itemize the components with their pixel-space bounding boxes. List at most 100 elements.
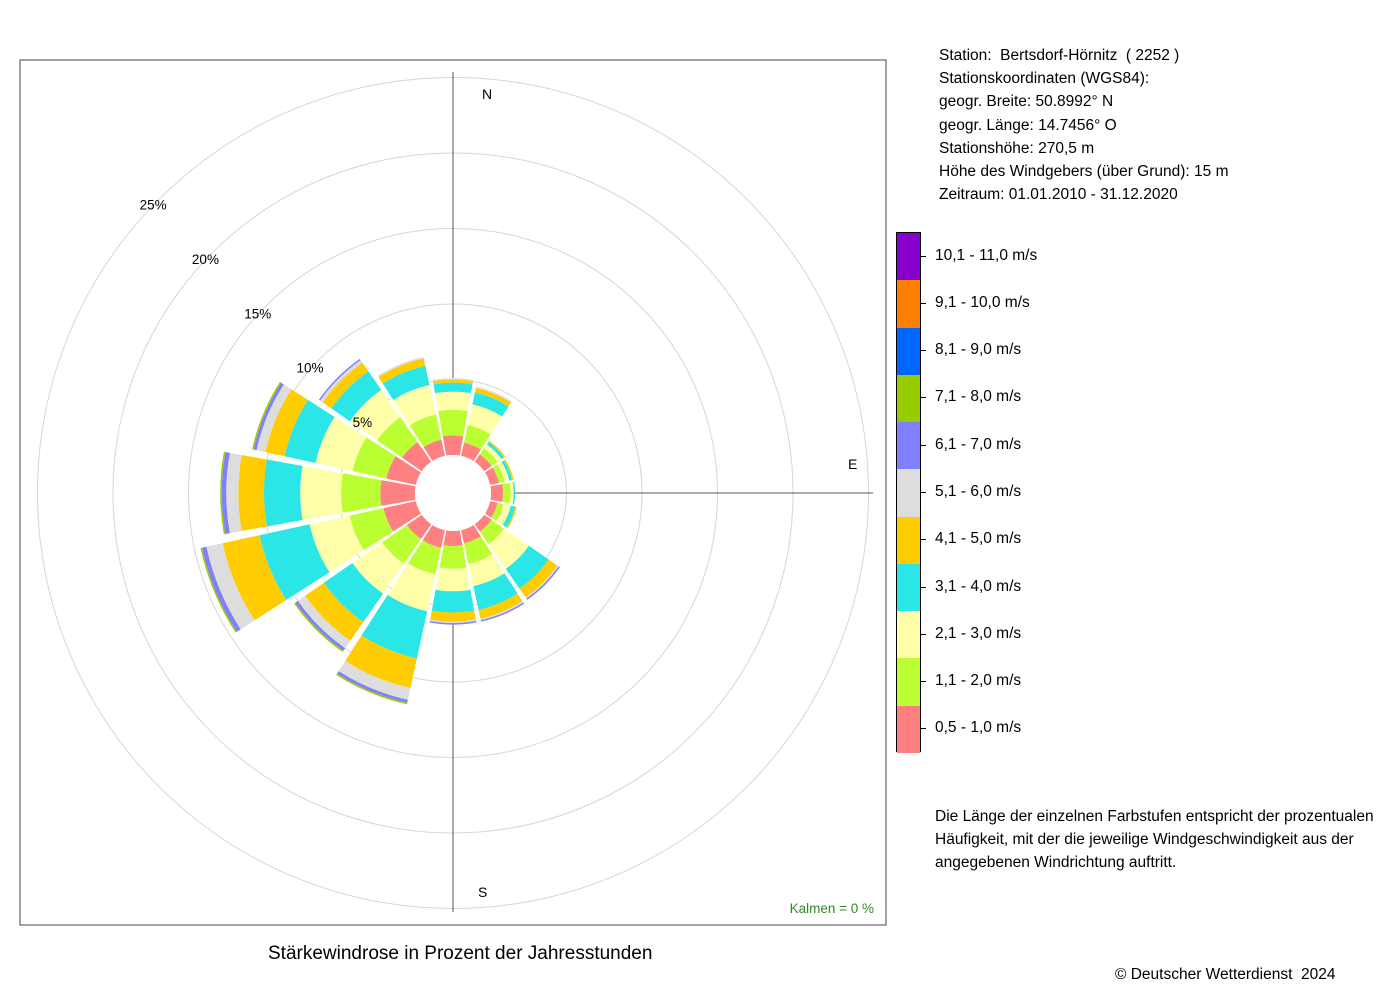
sector-w-class-8 [220, 451, 226, 535]
sector-ene-class-1 [484, 467, 499, 485]
speed-legend-colorbar [896, 232, 921, 753]
legend-swatch-11 [897, 233, 920, 281]
sector-e-class-1 [490, 484, 504, 502]
legend-swatch-2 [897, 658, 920, 706]
calm-label: Kalmen = 0 % [790, 901, 874, 916]
sector-e-class-2 [502, 482, 511, 504]
ring-label-10: 10% [297, 361, 324, 376]
station-info: Station: Bertsdorf-Hörnitz ( 2252 ) Stat… [939, 44, 1228, 206]
sector-s-class-2 [439, 545, 467, 569]
sector-ssw-class-2 [408, 540, 442, 575]
sector-nne-class-4 [472, 392, 509, 417]
legend-label-1: 0,5 - 1,0 m/s [935, 719, 1022, 737]
legend-swatch-6 [897, 469, 920, 517]
legend-tick-7 [921, 444, 926, 446]
legend-label-3: 2,1 - 3,0 m/s [935, 624, 1022, 642]
sector-se-class-3 [488, 528, 529, 569]
sector-n-class-1 [442, 435, 464, 456]
sector-s-class-3 [435, 567, 471, 592]
sector-ne-class-1 [474, 454, 492, 472]
sector-nnw-class-1 [423, 439, 445, 462]
sector-nnw-class-2 [409, 414, 442, 448]
ring-labels: 5% 10% 15% 20% 25% [140, 197, 373, 430]
sector-sw-class-4 [323, 562, 384, 623]
sector-w-class-6 [226, 452, 242, 534]
sector-sse-class-7 [480, 602, 525, 622]
legend-swatch-3 [897, 611, 920, 659]
legend-label-6: 5,1 - 6,0 m/s [935, 483, 1022, 500]
sector-e-class-3 [509, 482, 514, 504]
sector-wsw-class-6 [206, 543, 255, 630]
sector-wnw-class-7 [253, 382, 284, 451]
sector-nne-class-5 [474, 388, 512, 407]
station-name: Station: Bertsdorf-Hörnitz ( 2252 ) [939, 47, 1180, 64]
ring-label-20: 20% [192, 252, 219, 267]
sector-se-class-4 [505, 545, 549, 589]
sector-nw-class-3 [349, 389, 401, 441]
period: Zeitraum: 01.01.2010 - 31.12.2020 [939, 186, 1178, 204]
sector-ssw-class-6 [338, 660, 411, 700]
legend-swatch-4 [897, 563, 920, 612]
sector-se-class-5 [519, 559, 558, 598]
sector-wnw-class-2 [352, 437, 396, 479]
sector-w-class-5 [238, 454, 267, 532]
wind-sectors [200, 357, 560, 705]
sector-sw-class-5 [305, 582, 364, 641]
sector-wnw-class-4 [284, 399, 335, 464]
legend-tick-2 [921, 681, 926, 683]
sector-w-class-7 [221, 452, 230, 534]
sector-n-class-3 [435, 391, 471, 412]
sector-wnw-class-5 [265, 389, 308, 457]
legend-label-10: 9,1 - 10,0 m/s [935, 293, 1030, 311]
sector-nne-class-6 [475, 386, 512, 403]
plot-frame [19, 59, 887, 926]
sector-sw-class-1 [406, 514, 432, 540]
sector-ene-class-2 [492, 464, 505, 483]
latitude: geogr. Breite: 50.8992° N [939, 93, 1114, 111]
sector-wsw-class-4 [259, 524, 330, 600]
center-hole [415, 455, 491, 531]
sector-sse-class-4 [473, 573, 518, 610]
sector-nnw-class-6 [377, 357, 424, 378]
explanation-note: Die Länge der einzelnen Farbstufen entsp… [935, 808, 1374, 871]
legend-label-5: 4,1 - 5,0 m/s [935, 530, 1022, 548]
ring-label-25: 25% [140, 197, 167, 212]
sector-wsw-class-5 [222, 535, 287, 621]
sector-wsw-class-2 [349, 508, 394, 551]
legend-tick-8 [921, 397, 926, 399]
direction-label-s: S [478, 884, 487, 900]
sector-nw-class-6 [320, 360, 363, 403]
sector-ssw-class-3 [387, 563, 436, 612]
chart-title: Stärkewindrose in Prozent der Jahresstun… [268, 943, 653, 964]
sector-nw-class-2 [377, 417, 418, 458]
legend-swatch-10 [897, 280, 920, 328]
legend-label-11: 10,1 - 11,0 m/s [935, 246, 1038, 264]
sector-ne-class-5 [488, 440, 506, 458]
sector-s-class-7 [429, 621, 477, 625]
sector-sse-class-5 [478, 593, 523, 619]
sector-ese-class-4 [502, 505, 516, 528]
direction-label-e: E [848, 456, 857, 472]
sector-ene-class-4 [501, 460, 513, 481]
legend-tick-10 [921, 302, 926, 304]
sector-ese-class-3 [496, 503, 511, 525]
legend-tick-5 [921, 539, 926, 541]
sector-ne-class-4 [486, 441, 505, 460]
sector-w-class-1 [380, 480, 416, 506]
legend-tick-4 [921, 586, 926, 588]
sector-se-class-6 [525, 565, 559, 599]
sector-s-class-1 [443, 530, 463, 547]
legend-label-8: 7,1 - 8,0 m/s [935, 388, 1022, 406]
sector-sse-class-3 [468, 554, 505, 587]
sector-n-class-6 [432, 377, 474, 382]
sector-ne-class-3 [484, 444, 502, 462]
legend-tick-6 [921, 492, 926, 493]
sector-w-class-2 [341, 473, 382, 513]
sector-w-class-4 [264, 459, 303, 527]
longitude: geogr. Länge: 14.7456° O [939, 116, 1117, 134]
sector-ssw-class-5 [345, 635, 417, 688]
sector-n-class-4 [433, 382, 473, 394]
sector-wsw-class-3 [309, 515, 364, 573]
sector-nnw-class-3 [393, 385, 436, 426]
sector-wnw-class-8 [252, 381, 282, 450]
